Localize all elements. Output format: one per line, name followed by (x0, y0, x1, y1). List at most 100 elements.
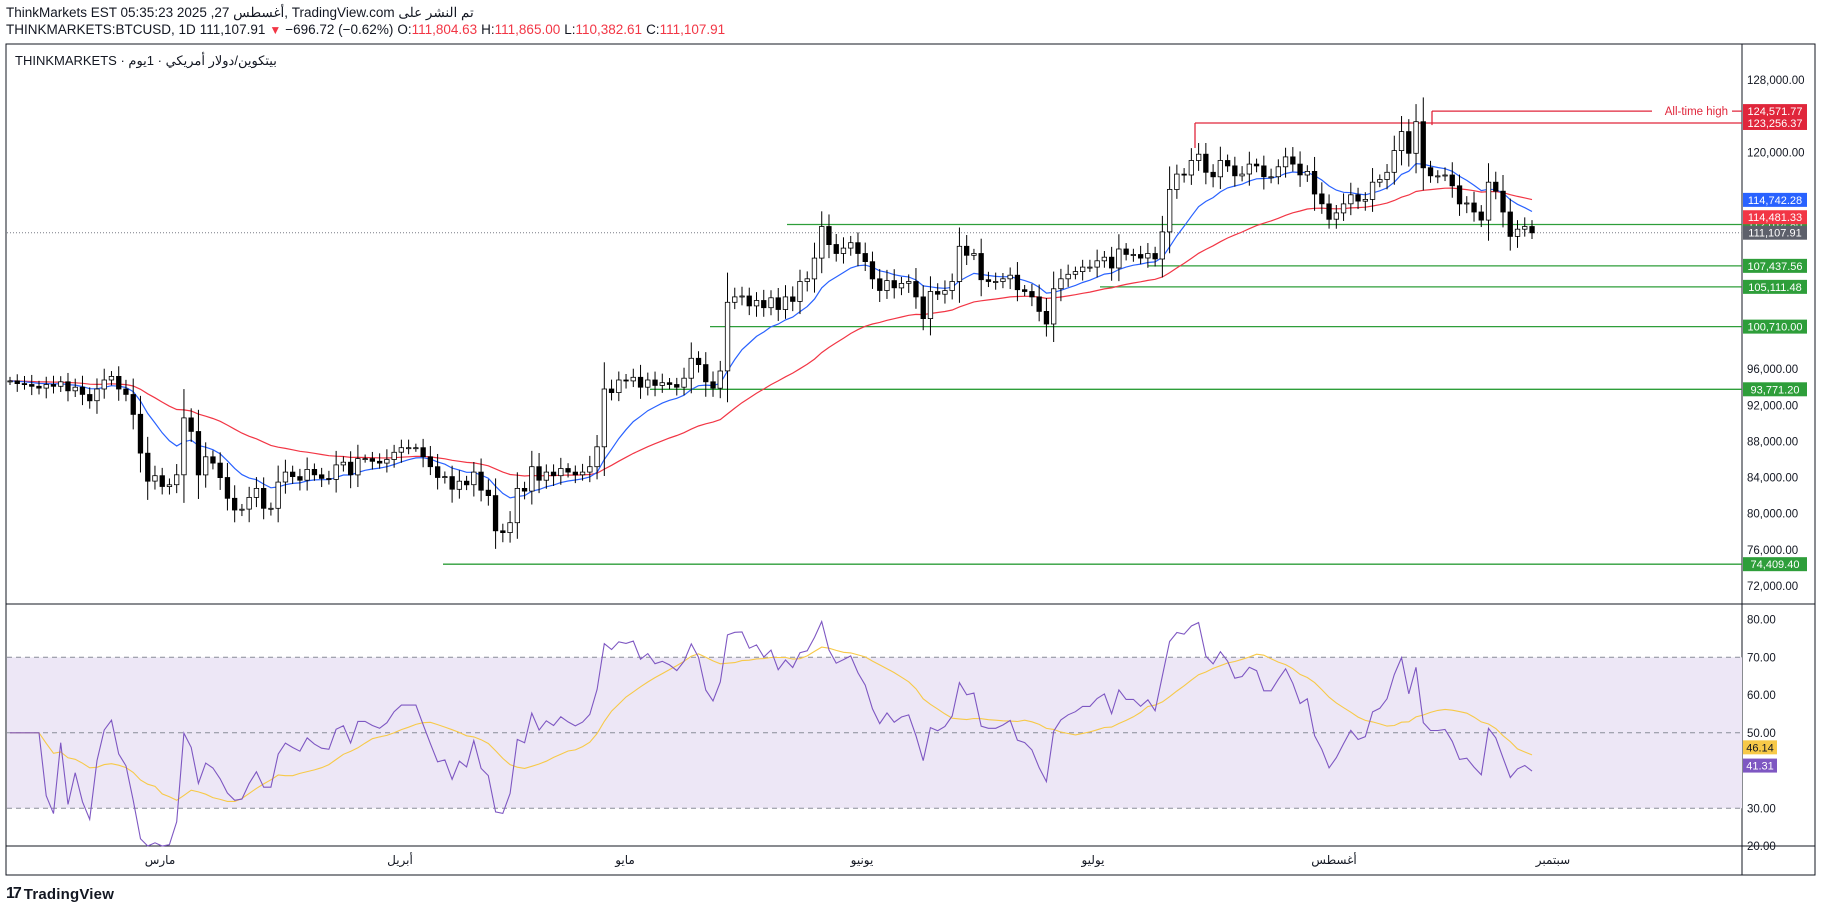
close-label: C: (646, 22, 660, 37)
rsi-tick-label: 30.00 (1747, 803, 1776, 815)
candle-body (485, 489, 492, 497)
price-tick-label: 80,000.00 (1747, 509, 1798, 521)
candle-body (384, 459, 390, 464)
level-price-badge-bg (1743, 382, 1807, 397)
candle-body (1333, 212, 1339, 220)
candle-body (1522, 226, 1528, 230)
symbol-info[interactable]: THINKMARKETS:BTCUSD, 1D (6, 22, 196, 37)
level-price-badge: 105,111.48 (1748, 282, 1801, 294)
price-tick-label: 120,000.00 (1747, 147, 1805, 159)
candle-body (790, 296, 796, 302)
candle-body (761, 300, 767, 309)
candle-body (58, 381, 64, 387)
candle-body (1529, 226, 1535, 234)
tradingview-logo[interactable]: 17 TradingView (6, 885, 114, 903)
candle-body (268, 507, 274, 510)
rsi-ma-line (10, 646, 1533, 802)
candle-body (1406, 131, 1412, 154)
candle-body (1456, 185, 1463, 205)
tradingview-logo-text: TradingView (23, 885, 115, 903)
candle-body (456, 480, 463, 490)
candle-body (993, 281, 999, 283)
candle-body (819, 226, 825, 259)
candle-body (1080, 266, 1086, 273)
time-axis[interactable]: مارس أبريل مايو يونيو يوليو أغسطس سبتمبر (145, 852, 1571, 868)
candle-body (173, 474, 180, 486)
candle-body (376, 460, 383, 464)
candle-body (775, 297, 781, 310)
time-tick-label: يوليو (1080, 853, 1104, 868)
level-price-badge: 123,256.37 (1747, 118, 1802, 130)
level-price-badge-bg (1743, 557, 1807, 572)
candle-body (1101, 256, 1107, 262)
candle-body (1398, 131, 1405, 152)
candle-body (159, 475, 165, 487)
candle-body (550, 471, 557, 477)
candle-body (1043, 310, 1050, 325)
candle-body (1174, 173, 1180, 190)
last-price-badge: 111,107.91 (1748, 228, 1801, 240)
candle-body (304, 468, 310, 481)
candle-body (927, 291, 934, 320)
candle-body (753, 300, 760, 307)
candle-body (674, 384, 680, 388)
rsi-tick-label: 20.00 (1747, 841, 1776, 853)
candle-body (1123, 248, 1129, 255)
candle-body (1304, 170, 1310, 176)
publish-info: ThinkMarkets EST 05:35:23 2025 ,27 أغسطس… (6, 5, 474, 20)
candle-body (1514, 228, 1521, 237)
candle-body (1138, 254, 1144, 259)
candle-body (616, 379, 622, 394)
candle-body (1413, 121, 1419, 154)
candle-body (195, 431, 202, 476)
price-axis[interactable]: 128,000.00 120,000.00 96,000.00 92,000.00 88… (1743, 75, 1807, 853)
last-price-badge-bg (1743, 225, 1807, 240)
candle-body (427, 456, 434, 468)
candle-body (681, 377, 687, 388)
rsi-pane[interactable] (7, 619, 1742, 847)
candlesticks[interactable] (7, 97, 1535, 549)
candle-body (891, 280, 897, 289)
candle-body (340, 461, 347, 466)
candle-body (1065, 273, 1071, 280)
candle-body (1384, 171, 1390, 180)
candle-body (1282, 156, 1289, 168)
candle-body (608, 388, 615, 393)
pane-symbol-label: THINKMARKETS · بيتكوين/دولار أمريكي · 1ي… (15, 53, 277, 68)
tradingview-mark-icon: 17 (6, 885, 22, 902)
candle-body (1478, 211, 1484, 221)
candle-body (50, 384, 57, 387)
rsi-tick-label: 70.00 (1747, 652, 1776, 664)
candle-body (840, 247, 847, 254)
candle-body (659, 382, 665, 386)
price-tick-label: 72,000.00 (1747, 581, 1798, 593)
rsi-value-badge-bg (1743, 758, 1777, 773)
level-price-badge: 74,409.40 (1751, 559, 1800, 571)
candle-body (1348, 194, 1354, 205)
candle-body (703, 364, 709, 383)
candle-body (782, 296, 789, 310)
high-value: 111,865.00 (494, 22, 561, 37)
candle-body (869, 261, 876, 280)
candle-body (21, 383, 28, 386)
candle-body (1246, 163, 1252, 175)
candle-body (1225, 160, 1231, 167)
level-price-badge-bg (1743, 115, 1807, 130)
candle-body (630, 376, 636, 382)
candle-body (833, 244, 839, 254)
candle-body (1275, 166, 1281, 178)
candle-body (826, 226, 832, 246)
candle-body (1311, 170, 1318, 195)
price-tick-label: 128,000.00 (1747, 75, 1805, 87)
candle-body (521, 487, 528, 492)
candle-body (971, 253, 977, 256)
candle-body (579, 471, 586, 476)
candle-body (420, 447, 426, 458)
rsi-value-badge: 41.31 (1746, 761, 1774, 773)
level-price-badge-bg (1743, 104, 1807, 119)
moving-averages (9, 162, 1533, 499)
support-resistance-levels: All-time high (7, 103, 1742, 565)
candle-body (478, 471, 484, 491)
rsi-ma-badge: 46.14 (1746, 742, 1774, 754)
